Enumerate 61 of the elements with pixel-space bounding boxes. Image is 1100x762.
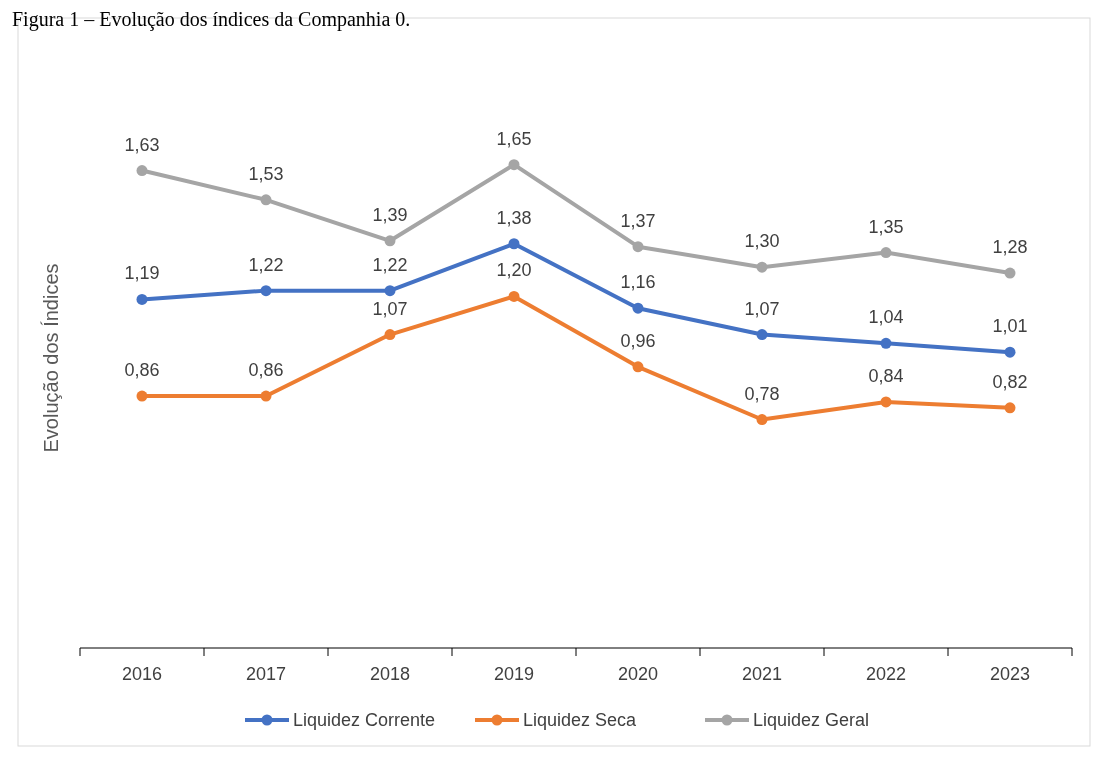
data-label: 1,63 [124,134,160,155]
point [632,241,644,253]
point [1004,346,1016,358]
data-label: 1,65 [496,128,532,149]
data-label: 1,19 [124,263,160,284]
data-label: 0,78 [744,383,780,404]
x-tick-label: 2020 [617,664,659,684]
x-tick-label: 2023 [989,664,1031,684]
x-tick-label: 2016 [121,664,163,684]
data-label: 1,22 [248,254,284,275]
point [260,390,272,402]
data-label: 0,86 [248,360,284,381]
chart-title: Figura 1 – Evolução dos índices da Companhia 0. [12,8,411,32]
data-label: 1,30 [744,231,780,252]
point [384,329,396,341]
point [384,285,396,297]
point [756,261,768,273]
data-label: 1,28 [992,237,1028,258]
point [756,414,768,426]
data-label: 1,39 [372,204,408,225]
point [384,235,396,247]
data-label: 0,82 [992,371,1028,392]
data-label: 1,04 [868,307,904,328]
point [880,337,892,349]
y-axis-title: Evolução dos Índices [40,263,62,453]
data-label: 1,37 [620,210,656,231]
data-label: 1,07 [372,298,408,319]
point [756,329,768,341]
legend-label: Liquidez Seca [523,710,638,730]
data-label: 1,07 [744,298,780,319]
data-label: 0,84 [868,365,904,386]
point [136,293,148,305]
x-tick-label: 2021 [741,664,783,684]
point [1004,402,1016,414]
data-label: 1,22 [372,254,408,275]
x-tick-label: 2022 [865,664,907,684]
x-tick-label: 2018 [369,664,411,684]
point [260,285,272,297]
point [136,165,148,177]
legend-label: Liquidez Geral [753,710,870,730]
data-label: 0,86 [124,360,160,381]
x-tick-label: 2017 [245,664,287,684]
point [880,396,892,408]
point [508,159,520,171]
point [260,194,272,206]
point [508,290,520,302]
data-label: 1,35 [868,216,904,237]
data-label: 1,20 [496,260,532,281]
legend-label: Liquidez Corrente [293,710,436,730]
point [508,238,520,250]
point [632,302,644,314]
data-label: 1,53 [248,163,284,184]
data-label: 1,01 [992,316,1028,337]
point [632,361,644,373]
data-label: 0,96 [620,330,656,351]
point [136,390,148,402]
data-label: 1,38 [496,207,532,228]
point [880,247,892,259]
data-label: 1,16 [620,272,656,293]
point [1004,267,1016,279]
x-tick-label: 2019 [493,664,535,684]
